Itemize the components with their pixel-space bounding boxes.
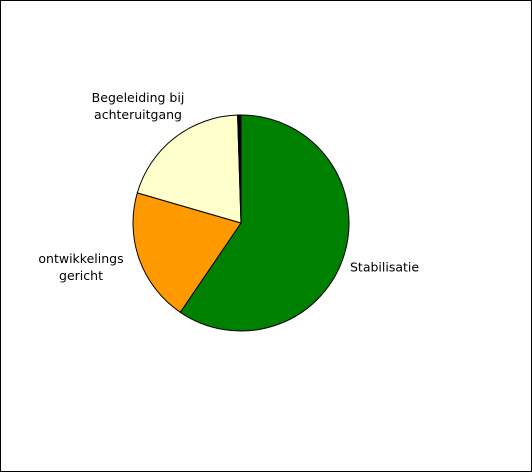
- pie-labels: Stabilisatie ontwikkelings gericht Begeleid…: [38, 90, 419, 283]
- pie-slice-ontwikkelings-gericht: [132, 192, 242, 313]
- pie-slice-begeleiding-bij-achteruitgang: [136, 114, 242, 224]
- slice-label-begeleiding-bij-achteruitgang: Begeleiding bij achteruitgang: [92, 90, 185, 122]
- slice-label-stabilisatie: Stabilisatie: [350, 260, 419, 275]
- pie-slices: [132, 114, 350, 332]
- slice-label-ontwikkelings-gericht: ontwikkelings gericht: [38, 251, 123, 283]
- pie-slice-unlabeled: [237, 114, 242, 224]
- pie-slice-stabilisatie: [179, 114, 350, 332]
